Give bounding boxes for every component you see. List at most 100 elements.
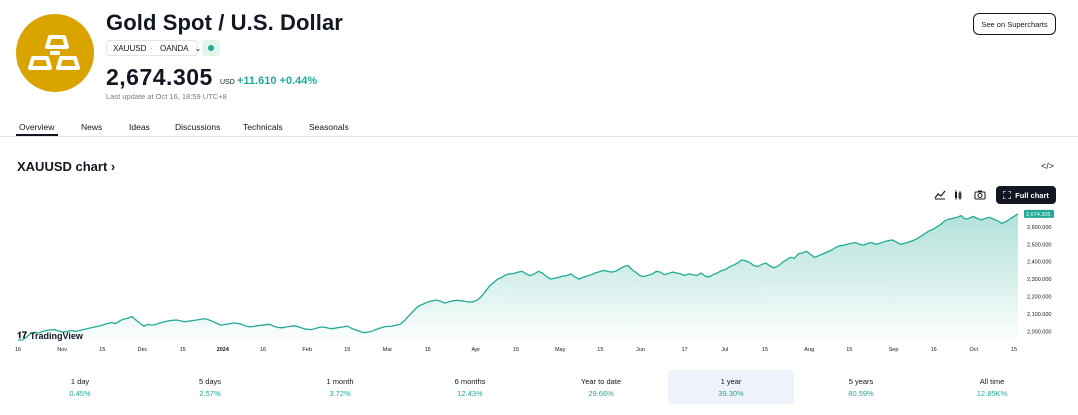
x-tick-label: Jun <box>636 347 645 353</box>
tradingview-logo-icon: 𝟏𝟕 <box>17 330 28 340</box>
chevron-right-icon: › <box>110 159 116 174</box>
period-1-month[interactable]: 1 month 3.72% <box>277 370 403 404</box>
x-tick-label: 16 <box>931 347 937 353</box>
x-tick-label: Sep <box>889 347 899 353</box>
change-percent: +0.44% <box>279 75 318 87</box>
chart-title-text: XAUUSD chart <box>17 159 108 174</box>
x-tick-label: 15 <box>344 347 350 353</box>
x-tick-label: 15 <box>1011 347 1017 353</box>
period-all-time[interactable]: All time 12.85K% <box>929 370 1055 404</box>
period-value: 12.43% <box>457 389 483 398</box>
x-tick-label: Mar <box>383 347 393 353</box>
tab-ideas[interactable]: Ideas <box>129 122 150 132</box>
price-change: +11.610 +0.44% <box>237 75 317 87</box>
period-value: 39.30% <box>718 389 744 398</box>
price-area <box>18 213 1018 340</box>
x-tick-label: May <box>555 347 566 353</box>
y-tick-label: 2,500.000 <box>1027 242 1051 248</box>
tab-technicals[interactable]: Technicals <box>243 122 283 132</box>
y-tick-label: 2,200.000 <box>1027 294 1051 300</box>
x-tick-label: Oct <box>970 347 979 353</box>
period-value: 0.45% <box>69 389 91 398</box>
x-tick-label: Apr <box>472 347 481 353</box>
y-tick-label: 2,400.000 <box>1027 260 1051 266</box>
x-tick-label: 16 <box>15 347 21 353</box>
price-chart[interactable]: 2,600.000 2,500.000 2,400.000 2,300.000 2,20… <box>0 200 1078 375</box>
current-price: 2,674.305 <box>106 64 213 90</box>
x-tick-label: 16 <box>260 347 266 353</box>
period-label: 1 year <box>720 377 742 386</box>
see-on-supercharts-button[interactable]: See on Supercharts <box>973 13 1056 35</box>
performance-periods: 1 day 0.45% 5 days 2.57% 1 month 3.72% 6… <box>14 370 1064 404</box>
x-tick-label: 15 <box>180 347 186 353</box>
full-chart-button[interactable]: Full chart <box>996 186 1056 204</box>
candles-chart-type-icon[interactable] <box>950 188 966 202</box>
y-tick-label: 2,600.000 <box>1027 225 1051 231</box>
x-tick-label: 15 <box>597 347 603 353</box>
tab-bar: Overview News Ideas Discussions Technica… <box>0 118 1078 137</box>
x-tick-label: 15 <box>99 347 105 353</box>
last-price-tag: 2,674.305 <box>1024 209 1054 218</box>
period-value: 80.59% <box>848 389 874 398</box>
last-update: Last update at Oct 16, 18:59 UTC+8 <box>106 92 227 101</box>
period-label: 5 years <box>848 377 874 386</box>
change-value: +11.610 <box>237 75 277 87</box>
y-tick-label: 2,300.000 <box>1027 277 1051 283</box>
tab-overview[interactable]: Overview <box>19 122 55 132</box>
period-value: 2.57% <box>199 389 221 398</box>
x-tick-label: Feb <box>302 347 311 353</box>
period-label: 5 days <box>198 377 222 386</box>
x-tick-label: Dec <box>138 347 148 353</box>
x-tick-label: 15 <box>762 347 768 353</box>
x-tick-label: 15 <box>846 347 852 353</box>
market-open-icon <box>208 45 214 51</box>
market-status-badge[interactable] <box>202 40 220 56</box>
period-label: Year to date <box>580 377 622 386</box>
tab-discussions[interactable]: Discussions <box>175 122 221 132</box>
tab-seasonals[interactable]: Seasonals <box>309 122 349 132</box>
chevron-down-icon: ⌄ <box>194 43 202 53</box>
period-value: 29.66% <box>588 389 614 398</box>
area-chart-type-icon[interactable] <box>932 188 948 202</box>
exchange-label: OANDA <box>160 43 189 53</box>
period-6-months[interactable]: 6 months 12.43% <box>407 370 533 404</box>
period-label: All time <box>979 377 1005 386</box>
currency-label: USD <box>220 79 235 86</box>
period-value: 3.72% <box>329 389 351 398</box>
gold-bars-icon <box>28 35 80 70</box>
period-5-years[interactable]: 5 years 80.59% <box>798 370 924 404</box>
page-title: Gold Spot / U.S. Dollar <box>106 10 343 35</box>
chart-section-title[interactable]: XAUUSD chart › <box>17 159 115 174</box>
symbol-label: XAUUSD <box>113 43 147 53</box>
tradingview-label: TradingView <box>30 330 83 341</box>
fullscreen-icon <box>1003 191 1012 199</box>
price-line <box>18 213 1019 341</box>
period-label: 6 months <box>454 377 486 386</box>
separator-dot: · <box>150 43 154 53</box>
last-price-tag-text: 2,674.305 <box>1026 212 1050 218</box>
y-tick-label: 2,100.000 <box>1027 312 1051 318</box>
period-label: 1 month <box>326 377 354 386</box>
active-tab-indicator <box>16 134 58 136</box>
symbol-selector[interactable]: XAUUSD · OANDA ⌄ <box>106 40 202 56</box>
tradingview-brand[interactable]: 𝟏𝟕 TradingView <box>17 330 83 341</box>
x-tick-label: 15 <box>425 347 431 353</box>
y-tick-label: 2,000.000 <box>1027 329 1051 335</box>
embed-code-icon[interactable]: </> <box>1041 161 1055 171</box>
camera-icon[interactable] <box>972 188 988 202</box>
tab-news[interactable]: News <box>81 122 103 132</box>
gold-logo <box>16 14 94 92</box>
x-tick-label: Aug <box>804 347 814 353</box>
x-tick-label: Nov <box>57 347 67 353</box>
period-value: 12.85K% <box>976 389 1008 398</box>
x-tick-label: 15 <box>513 347 519 353</box>
period-1-day[interactable]: 1 day 0.45% <box>17 370 143 404</box>
period-1-year[interactable]: 1 year 39.30% <box>668 370 794 404</box>
full-chart-label: Full chart <box>1015 190 1049 200</box>
period-label: 1 day <box>70 377 90 386</box>
period-5-days[interactable]: 5 days 2.57% <box>147 370 273 404</box>
x-tick-label: 2024 <box>217 347 230 353</box>
period-year-to-date[interactable]: Year to date 29.66% <box>538 370 664 404</box>
x-tick-label: Jul <box>721 347 728 353</box>
x-tick-label: 17 <box>682 347 688 353</box>
